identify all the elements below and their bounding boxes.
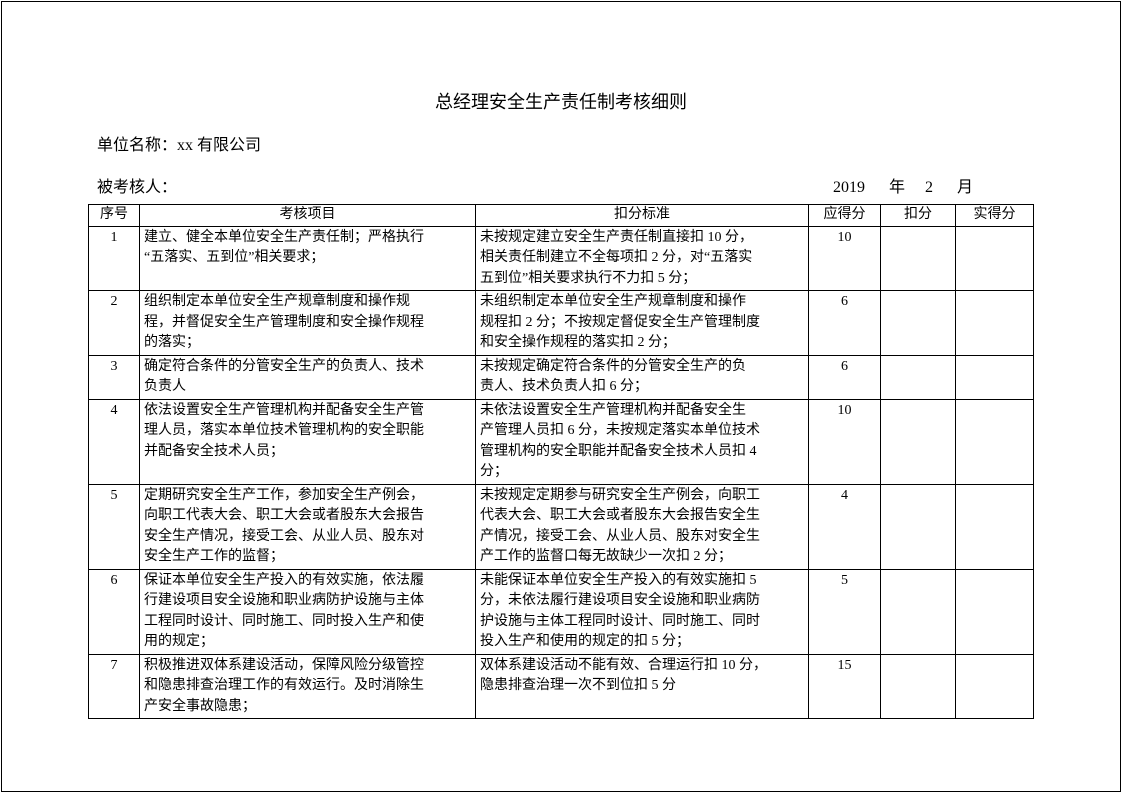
table-row: 2 组织制定本单位安全生产规章制度和操作规 程，并督促安全生产管理制度和安全操作规… bbox=[88, 290, 1034, 356]
date-month: 2 bbox=[925, 179, 934, 196]
assessment-item: 保证本单位安全生产投入的有效实施，依法履 行建设项目安全设施和职业病防护设施与主… bbox=[139, 568, 476, 655]
date-year: 2019 bbox=[833, 179, 865, 196]
table-row: 4 依法设置安全生产管理机构并配备安全生产管 理人员，落实本单位技术管理机构的安全… bbox=[88, 398, 1034, 485]
table-row: 5 定期研究安全生产工作，参加安全生产例会， 向职工代表大会、职工大会或者股东大会… bbox=[88, 483, 1034, 570]
expected-score: 10 bbox=[808, 398, 881, 485]
deducted-score bbox=[880, 483, 956, 570]
assessment-item: 依法设置安全生产管理机构并配备安全生产管 理人员，落实本单位技术管理机构的安全职… bbox=[139, 398, 476, 485]
actual-score bbox=[955, 398, 1034, 485]
deduction-criteria: 未组织制定本单位安全生产规章制度和操作 规程扣 2 分；不按规定督促安全生产管理… bbox=[475, 290, 809, 356]
deducted-score bbox=[880, 653, 956, 719]
actual-score bbox=[955, 290, 1034, 356]
examinee-label: 被考核人： bbox=[97, 179, 178, 196]
assessment-item: 定期研究安全生产工作，参加安全生产例会， 向职工代表大会、职工大会或者股东大会报… bbox=[139, 483, 476, 570]
expected-score: 5 bbox=[808, 568, 881, 655]
expected-score: 15 bbox=[808, 653, 881, 719]
table-row: 3 确定符合条件的分管安全生产的负责人、技术 负责人 未按规定确定符合条件的分管安全… bbox=[88, 354, 1034, 400]
date-month-unit: 月 bbox=[957, 179, 974, 196]
assessment-table: 序号 考核项目 扣分标准 应得分 扣分 实得分 1 建立、健全本单位安全生产责任制… bbox=[88, 204, 1034, 719]
header-score: 应得分 bbox=[808, 204, 881, 227]
assessment-item: 确定符合条件的分管安全生产的负责人、技术 负责人 bbox=[139, 354, 476, 400]
assessment-item: 建立、健全本单位安全生产责任制；严格执行 “五落实、五到位”相关要求； bbox=[139, 225, 476, 291]
assessment-item: 积极推进双体系建设活动，保障风险分级管控 和隐患排查治理工作的有效运行。及时消除… bbox=[139, 653, 476, 719]
row-number: 2 bbox=[88, 290, 140, 356]
row-number: 1 bbox=[88, 225, 140, 291]
expected-score: 4 bbox=[808, 483, 881, 570]
deduction-criteria: 双体系建设活动不能有效、合理运行扣 10 分， 隐患排查治理一次不到位扣 5 分 bbox=[475, 653, 809, 719]
expected-score: 6 bbox=[808, 290, 881, 356]
table-row: 6 保证本单位安全生产投入的有效实施，依法履 行建设项目安全设施和职业病防护设施与… bbox=[88, 568, 1034, 655]
header-deduct: 扣分 bbox=[880, 204, 956, 227]
assessment-date: 2019 年 2 月 bbox=[833, 173, 973, 197]
deduction-criteria: 未依法设置安全生产管理机构并配备安全生 产管理人员扣 6 分，未按规定落实本单位… bbox=[475, 398, 809, 485]
header-criteria: 扣分标准 bbox=[475, 204, 809, 227]
deducted-score bbox=[880, 568, 956, 655]
header-item: 考核项目 bbox=[139, 204, 476, 227]
deducted-score bbox=[880, 290, 956, 356]
deducted-score bbox=[880, 398, 956, 485]
deduction-criteria: 未能保证本单位安全生产投入的有效实施扣 5 分，未依法履行建设项目安全设施和职业… bbox=[475, 568, 809, 655]
table-header-row: 序号 考核项目 扣分标准 应得分 扣分 实得分 bbox=[88, 204, 1034, 227]
header-actual: 实得分 bbox=[955, 204, 1034, 227]
row-number: 3 bbox=[88, 354, 140, 400]
table-row: 7 积极推进双体系建设活动，保障风险分级管控 和隐患排查治理工作的有效运行。及时消… bbox=[88, 653, 1034, 719]
actual-score bbox=[955, 568, 1034, 655]
deduction-criteria: 未按规定建立安全生产责任制直接扣 10 分， 相关责任制建立不全每项扣 2 分，… bbox=[475, 225, 809, 291]
row-number: 5 bbox=[88, 483, 140, 570]
date-year-unit: 年 bbox=[889, 179, 906, 196]
actual-score bbox=[955, 483, 1034, 570]
deduction-criteria: 未按规定确定符合条件的分管安全生产的负 责人、技术负责人扣 6 分； bbox=[475, 354, 809, 400]
deducted-score bbox=[880, 354, 956, 400]
table-row: 1 建立、健全本单位安全生产责任制；严格执行 “五落实、五到位”相关要求； 未按规定… bbox=[88, 225, 1034, 291]
header-no: 序号 bbox=[88, 204, 140, 227]
assessment-item: 组织制定本单位安全生产规章制度和操作规 程，并督促安全生产管理制度和安全操作规程… bbox=[139, 290, 476, 356]
unit-name: 单位名称：xx 有限公司 bbox=[97, 137, 262, 154]
expected-score: 10 bbox=[808, 225, 881, 291]
deducted-score bbox=[880, 225, 956, 291]
row-number: 4 bbox=[88, 398, 140, 485]
actual-score bbox=[955, 653, 1034, 719]
actual-score bbox=[955, 225, 1034, 291]
deduction-criteria: 未按规定定期参与研究安全生产例会，向职工 代表大会、职工大会或者股东大会报告安全… bbox=[475, 483, 809, 570]
expected-score: 6 bbox=[808, 354, 881, 400]
document-title: 总经理安全生产责任制考核细则 bbox=[435, 92, 687, 112]
actual-score bbox=[955, 354, 1034, 400]
row-number: 6 bbox=[88, 568, 140, 655]
row-number: 7 bbox=[88, 653, 140, 719]
